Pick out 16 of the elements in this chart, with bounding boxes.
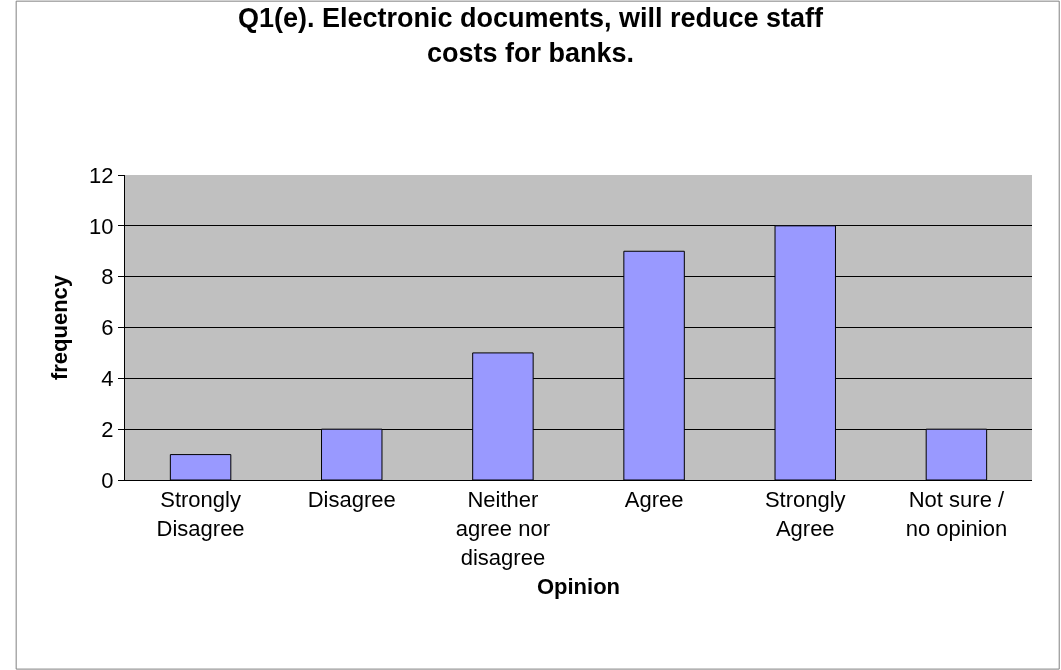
x-tick-label: Strongly Agree [764,487,846,541]
y-tick-label: 12 [89,162,114,188]
y-tick-label: 4 [101,366,114,392]
y-tick-label: 10 [89,213,114,239]
y-axis-title: frequency [46,274,72,381]
x-tick-label: Agree [624,487,684,513]
x-tick-label: Neither agree nor disagree [455,487,551,570]
chart-title: Q1(e). Electronic documents, will reduce staff costs for banks. [237,2,825,68]
x-tick-label: Strongly Disagree [156,487,245,541]
y-tick-label: 6 [101,315,114,341]
x-tick-label: Disagree [307,487,396,513]
y-tick-label: 8 [101,264,114,290]
y-tick-label: 0 [101,467,114,493]
y-tick-label: 2 [101,416,114,442]
x-tick-label: Not sure / no opinion [905,487,1008,541]
x-axis-title: Opinion [536,574,621,600]
